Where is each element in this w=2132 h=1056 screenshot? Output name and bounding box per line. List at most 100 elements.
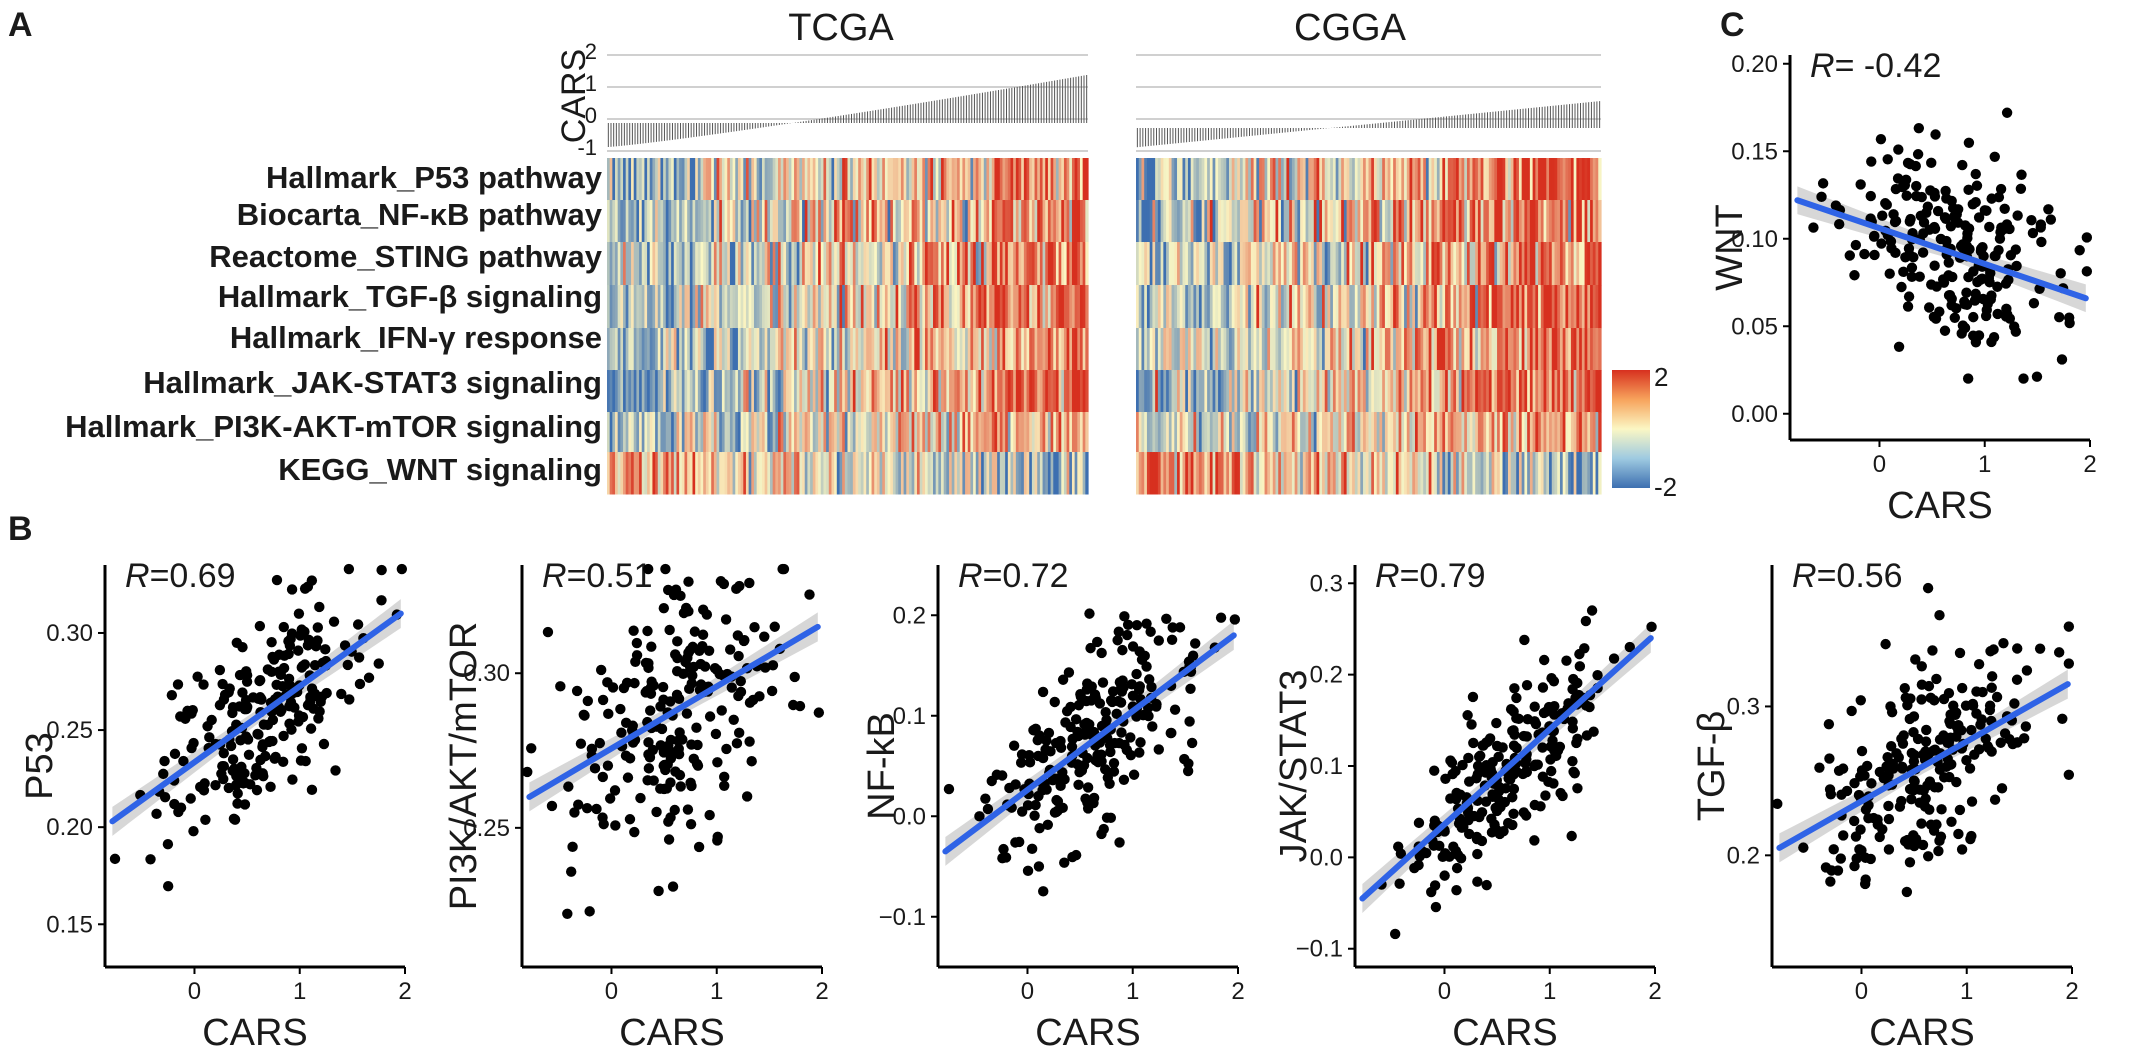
heatmap-cell — [1261, 370, 1266, 413]
heatmap-cell — [1395, 200, 1400, 243]
heatmap-cell — [1218, 370, 1222, 413]
heatmap-cell — [1540, 285, 1545, 329]
heatmap-cell — [1464, 158, 1468, 201]
scatter-point — [1462, 807, 1474, 818]
heatmap-cell — [1447, 158, 1452, 201]
scatter-point — [178, 755, 189, 767]
heatmap-cell — [1546, 158, 1550, 201]
heatmap-cell — [1584, 452, 1588, 495]
heatmap-cell — [644, 158, 648, 201]
scatter-point — [1186, 737, 1198, 749]
heatmap-cell — [1557, 452, 1561, 495]
heatmap-cell — [1570, 158, 1575, 201]
scatter-point — [1151, 701, 1162, 712]
heatmap-cell — [1250, 328, 1255, 371]
scatter-point — [354, 678, 366, 690]
scatter-point — [522, 766, 533, 778]
heatmap-cell — [1527, 452, 1531, 495]
heatmap-cell — [791, 412, 795, 453]
heatmap-cell — [924, 412, 929, 453]
heatmap-cell — [1551, 370, 1556, 413]
scatter-point — [672, 636, 683, 647]
heatmap-cell — [1160, 242, 1164, 286]
scatter-point — [982, 803, 994, 815]
heatmap-cell — [933, 452, 937, 495]
heatmap-cell — [1146, 412, 1151, 453]
scatter-point — [683, 576, 694, 587]
heatmap-cell — [914, 370, 918, 413]
heatmap-cell — [1529, 452, 1534, 495]
heatmap-cell — [1524, 412, 1528, 453]
scatter-point — [1945, 718, 1956, 729]
heatmap-cell — [1464, 370, 1468, 413]
heatmap-cell — [1261, 285, 1266, 329]
heatmap-cell — [1308, 158, 1312, 201]
heatmap-cell — [1584, 200, 1588, 243]
heatmap-cell — [1557, 328, 1561, 371]
heatmap-cell — [1187, 200, 1192, 243]
heatmap-cell — [828, 200, 833, 243]
heatmap-cell — [1250, 200, 1255, 243]
heatmap-cell — [1570, 370, 1575, 413]
heatmap-cell — [924, 158, 929, 201]
heatmap-cell — [778, 370, 782, 413]
heatmap-cell — [1248, 452, 1252, 495]
heatmap-cell — [1021, 370, 1025, 413]
heatmap-cell — [647, 285, 651, 329]
heatmap-cell — [1469, 200, 1474, 243]
heatmap-cell — [1270, 158, 1274, 201]
heatmap-cell — [810, 328, 814, 371]
heatmap-cell — [729, 412, 734, 453]
heatmap-cell — [740, 158, 744, 201]
heatmap-cell — [1066, 158, 1070, 201]
heatmap-cell — [1382, 200, 1386, 243]
heatmap-cell — [1527, 158, 1531, 201]
heatmap-cell — [858, 412, 862, 453]
heatmap-cell — [983, 370, 988, 413]
y-tick-label: 0.3 — [1310, 570, 1343, 597]
heatmap-cell — [1039, 328, 1044, 371]
heatmap-cell — [943, 370, 947, 413]
scatter-point — [1901, 190, 1912, 201]
heatmap-cell — [1406, 200, 1411, 243]
scatter-point — [302, 640, 314, 651]
heatmap-cell — [657, 328, 662, 371]
scatter-point — [1476, 807, 1488, 818]
heatmap-cell — [1576, 242, 1580, 286]
heatmap-cell — [911, 158, 915, 201]
heatmap-cell — [1166, 200, 1170, 243]
heatmap-cell — [724, 200, 728, 243]
heatmap-cell — [970, 285, 974, 329]
heatmap-cell — [1497, 200, 1501, 243]
heatmap-cell — [1491, 285, 1495, 329]
scatter-point — [2056, 354, 2068, 365]
heatmap-cell — [767, 412, 771, 453]
scatter-point — [563, 781, 574, 792]
heatmap-cell — [1229, 370, 1233, 413]
heatmap-cell — [876, 328, 881, 371]
heatmap-cell — [732, 370, 736, 413]
scatter-point — [1992, 281, 2003, 292]
heatmap-cell — [1450, 328, 1454, 371]
heatmap-cell — [788, 200, 792, 243]
heatmap-cell — [884, 200, 889, 243]
heatmap-cell — [1587, 200, 1591, 243]
heatmap-cell — [748, 328, 752, 371]
scatter-point — [1569, 768, 1580, 779]
heatmap-cell — [924, 285, 929, 329]
heatmap-cell — [1253, 452, 1257, 495]
x-tick-label: 1 — [293, 978, 306, 1005]
heatmap-cell — [863, 200, 867, 243]
heatmap-cell — [1406, 285, 1411, 329]
heatmap-cell — [1431, 200, 1435, 243]
scatter-point — [1076, 765, 1088, 776]
heatmap-cell — [615, 242, 619, 286]
heatmap-cell — [1174, 200, 1178, 243]
heatmap-cell — [1218, 452, 1222, 495]
heatmap-cell — [1085, 452, 1089, 495]
heatmap-cell — [1439, 328, 1443, 371]
heatmap-cell — [919, 285, 923, 329]
heatmap-cell — [1082, 412, 1086, 453]
heatmap-cell — [959, 158, 964, 201]
